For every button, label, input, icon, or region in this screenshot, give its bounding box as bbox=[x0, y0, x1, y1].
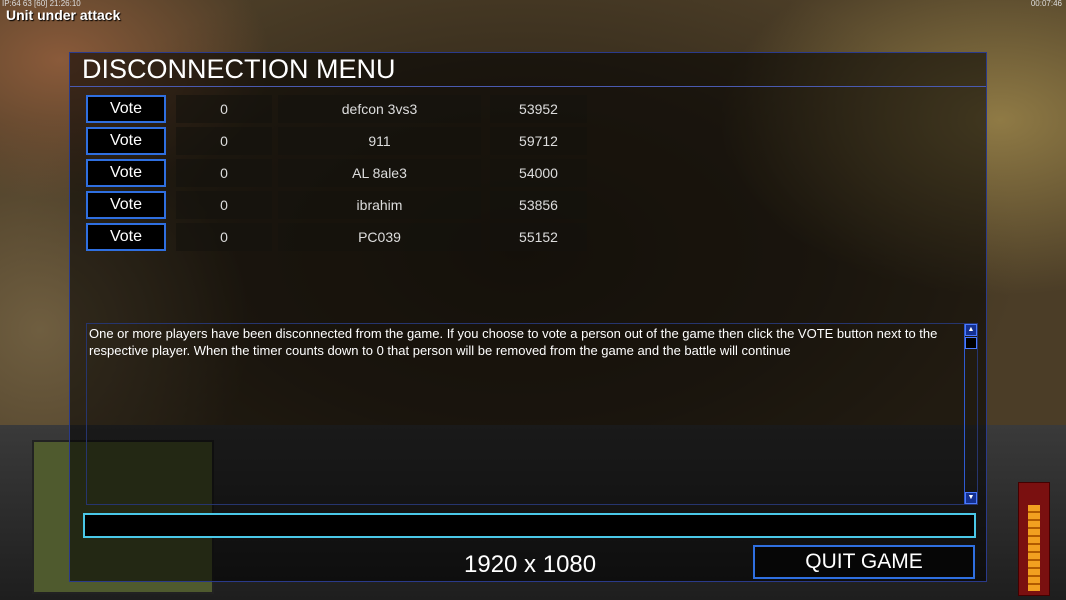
player-name: PC039 bbox=[278, 223, 481, 251]
disconnect-timer: 59712 bbox=[490, 127, 587, 155]
vote-button[interactable]: Vote bbox=[86, 127, 166, 155]
game-clock: 00:07:46 bbox=[1030, 0, 1062, 8]
vote-button[interactable]: Vote bbox=[86, 95, 166, 123]
disconnect-timer: 54000 bbox=[490, 159, 587, 187]
menu-title: DISCONNECTION MENU bbox=[82, 54, 396, 84]
scroll-up-icon[interactable]: ▲ bbox=[965, 324, 977, 336]
vote-button[interactable]: Vote bbox=[86, 159, 166, 187]
vote-count: 0 bbox=[176, 223, 272, 251]
scrollbar[interactable]: ▲ ▼ bbox=[964, 324, 977, 504]
alert-message: Unit under attack bbox=[6, 7, 121, 23]
vote-count: 0 bbox=[176, 95, 272, 123]
disconnect-timer: 55152 bbox=[490, 223, 587, 251]
message-box: One or more players have been disconnect… bbox=[86, 323, 978, 505]
player-name: 911 bbox=[278, 127, 481, 155]
power-meter bbox=[1018, 482, 1050, 596]
vote-count: 0 bbox=[176, 127, 272, 155]
network-info: IP:64 63 [60] 21:26:10 bbox=[2, 0, 81, 8]
chat-input[interactable] bbox=[83, 513, 976, 538]
disconnect-timer: 53856 bbox=[490, 191, 587, 219]
player-name: ibrahim bbox=[278, 191, 481, 219]
scroll-down-icon[interactable]: ▼ bbox=[965, 492, 977, 504]
player-name: AL 8ale3 bbox=[278, 159, 481, 187]
disconnection-menu: DISCONNECTION MENU Vote 0 defcon 3vs3 53… bbox=[69, 52, 987, 582]
vote-count: 0 bbox=[176, 191, 272, 219]
title-divider bbox=[70, 86, 986, 87]
resolution-label: 1920 x 1080 bbox=[464, 551, 597, 578]
vote-count: 0 bbox=[176, 159, 272, 187]
quit-game-button[interactable]: QUIT GAME bbox=[753, 545, 975, 579]
player-name: defcon 3vs3 bbox=[278, 95, 481, 123]
scroll-thumb[interactable] bbox=[965, 337, 977, 349]
disconnect-timer: 53952 bbox=[490, 95, 587, 123]
message-text: One or more players have been disconnect… bbox=[89, 326, 938, 358]
vote-button[interactable]: Vote bbox=[86, 223, 166, 251]
vote-button[interactable]: Vote bbox=[86, 191, 166, 219]
